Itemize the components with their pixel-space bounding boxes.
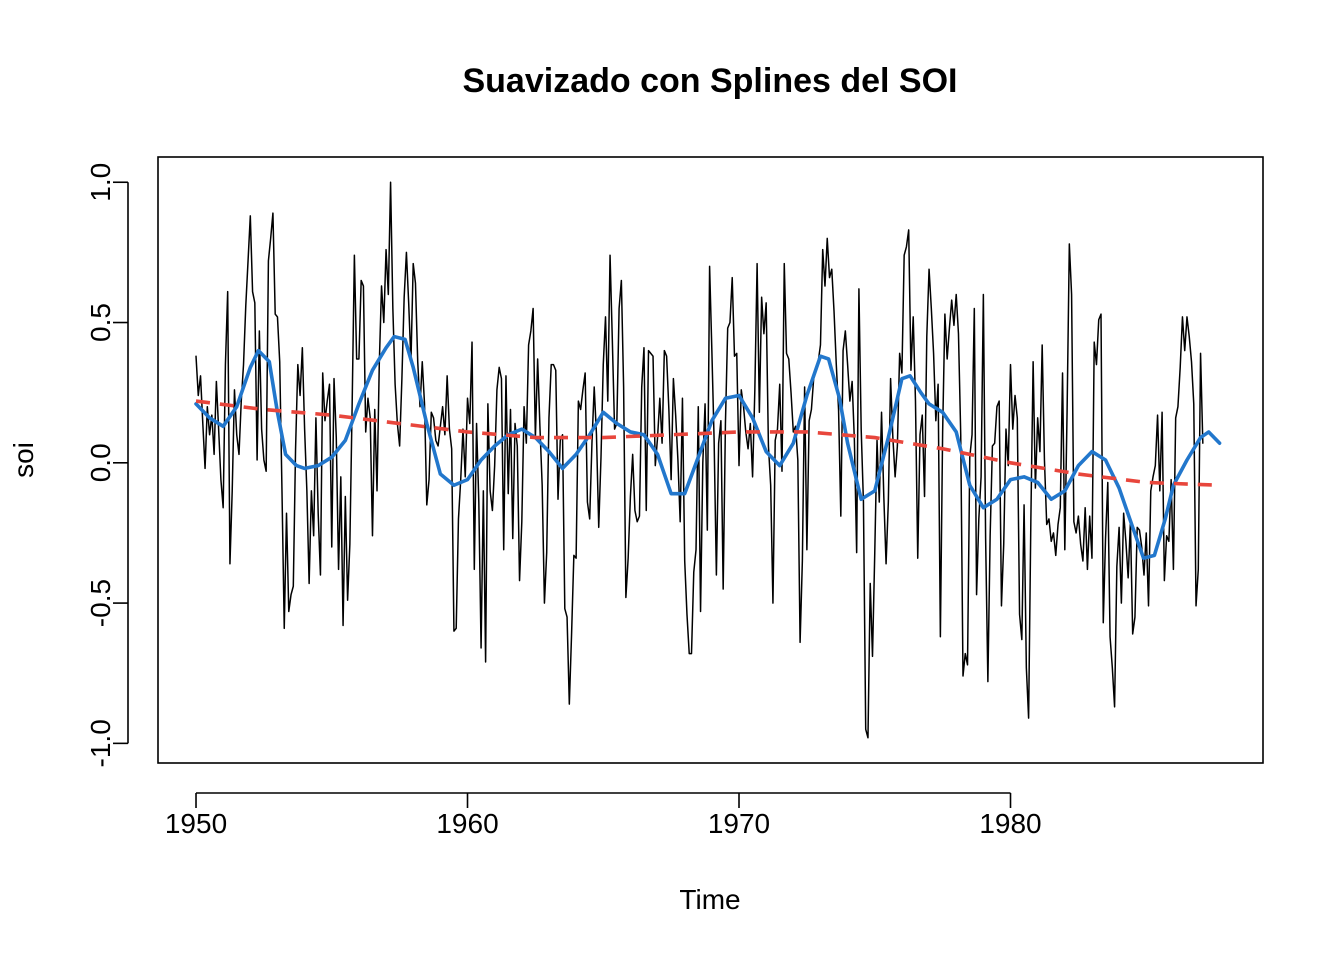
series-line-1: [195, 181, 1204, 739]
y-tick-label: 0.0: [85, 443, 116, 482]
y-tick-label: 1.0: [85, 163, 116, 202]
x-tick-label: 1960: [436, 808, 498, 839]
y-axis: -1.0 -0.5 0.0 0.5 1.0: [85, 163, 129, 767]
series-line-3: [195, 399, 1220, 488]
y-tick-label: -1.0: [85, 719, 116, 767]
x-axis: 1950 1960 1970 1980: [165, 792, 1042, 839]
x-tick-label: 1980: [979, 808, 1041, 839]
y-tick-label: -0.5: [85, 579, 116, 627]
y-axis-label: soi: [8, 442, 39, 478]
chart-title: Suavizado con Splines del SOI: [462, 62, 957, 100]
x-tick-label: 1970: [708, 808, 770, 839]
y-tick-label: 0.5: [85, 303, 116, 342]
series-line-2: [194, 334, 1222, 560]
x-tick-label: 1950: [165, 808, 227, 839]
x-axis-label: Time: [679, 884, 740, 915]
plot-frame: [157, 156, 1264, 764]
series-layer: [194, 181, 1222, 739]
